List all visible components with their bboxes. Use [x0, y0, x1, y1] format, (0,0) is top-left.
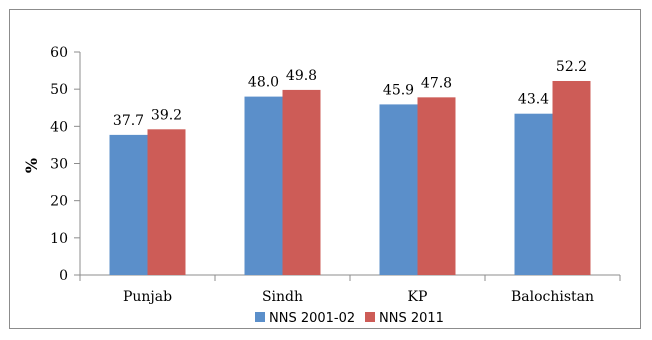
- x-axis: Punjab Sindh KP Balochistan: [79, 274, 621, 305]
- bar: [147, 129, 186, 275]
- bar: [282, 89, 321, 275]
- bar: [109, 134, 148, 275]
- data-labels: 37.7 39.2 48.0 49.8 45.9 47.8 43.4 52.2: [113, 59, 587, 129]
- x-category-label: Punjab: [123, 289, 172, 305]
- bars: [109, 80, 591, 276]
- bar: [244, 96, 283, 275]
- bar: [552, 80, 591, 276]
- data-label: 52.2: [556, 59, 587, 75]
- bar: [514, 113, 553, 276]
- x-category-label: Balochistan: [511, 289, 594, 305]
- legend-label: NNS 2001-02: [269, 311, 355, 326]
- y-tick-label: 20: [50, 194, 68, 210]
- y-tick-label: 50: [50, 82, 68, 98]
- data-label: 37.7: [113, 113, 144, 129]
- bar: [379, 104, 418, 275]
- data-label: 47.8: [421, 75, 452, 91]
- data-label: 45.9: [383, 82, 414, 98]
- y-tick-label: 40: [50, 119, 68, 135]
- y-tick-label: 30: [50, 157, 68, 173]
- data-label: 39.2: [151, 107, 182, 123]
- bar: [417, 97, 456, 276]
- legend-label: NNS 2011: [379, 311, 444, 326]
- y-axis-label: %: [22, 158, 41, 173]
- y-tick-label: 0: [59, 268, 68, 284]
- legend-swatch: [365, 312, 375, 322]
- x-category-label: KP: [408, 289, 428, 305]
- legend: NNS 2001-02 NNS 2011: [255, 311, 444, 326]
- y-axis: 0 10 20 30 40 50 60: [50, 45, 81, 284]
- x-category-label: Sindh: [262, 289, 303, 305]
- y-tick-label: 60: [50, 45, 68, 61]
- data-label: 43.4: [518, 92, 549, 108]
- data-label: 48.0: [248, 75, 279, 91]
- data-label: 49.8: [286, 68, 317, 84]
- legend-swatch: [255, 312, 265, 322]
- y-tick-label: 10: [50, 231, 68, 247]
